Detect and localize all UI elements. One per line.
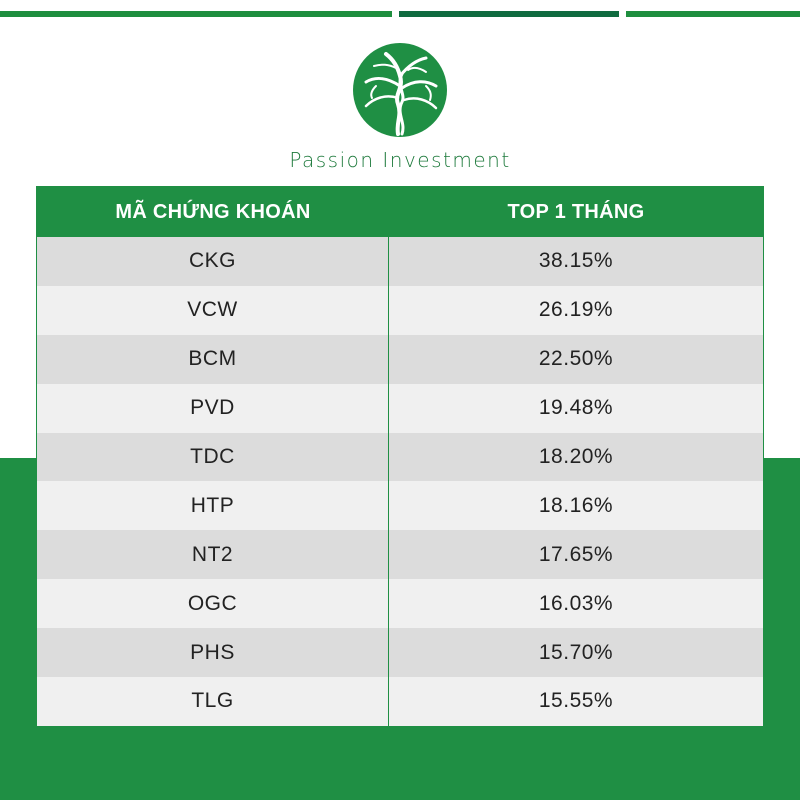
value-cell: 18.16% [538,493,614,517]
value-cell: 15.55% [538,689,614,713]
tree-circle-logo-icon [353,43,447,137]
header-top-1-month: TOP 1 THÁNG [507,200,645,223]
table-row: NT2 17.65% [37,530,763,580]
ticker-cell: BCM [37,334,389,384]
ticker-cell: PHS [37,628,389,678]
table-header: MÃ CHỨNG KHOÁN TOP 1 THÁNG [37,187,763,237]
stock-table: MÃ CHỨNG KHOÁN TOP 1 THÁNG CKG 38.15% VC… [36,186,764,726]
ticker-cell: HTP [37,481,389,531]
value-cell: 15.70% [538,640,614,664]
table-row: TLG 15.55% [37,677,763,726]
ticker-cell: OGC [37,579,389,629]
brand-name: Passion Investment [289,148,511,172]
value-cell: 38.15% [538,249,614,273]
value-cell: 26.19% [538,298,614,322]
table-row: PVD 19.48% [37,383,763,433]
top-accent-bar-left [0,11,392,17]
value-cell: 16.03% [538,591,614,615]
top-accent-bar-right [626,11,800,17]
table-row: VCW 26.19% [37,285,763,335]
table-row: BCM 22.50% [37,334,763,384]
ticker-cell: TLG [37,677,389,726]
value-cell: 22.50% [538,347,614,371]
table-row: TDC 18.20% [37,432,763,482]
table-row: OGC 16.03% [37,579,763,629]
ticker-cell: CKG [37,237,389,286]
table-row: HTP 18.16% [37,481,763,531]
ticker-cell: PVD [37,383,389,433]
table-row: PHS 15.70% [37,628,763,678]
header-ticker: MÃ CHỨNG KHOÁN [115,200,311,223]
ticker-cell: NT2 [37,530,389,580]
top-accent-bar-center [399,11,619,17]
table-row: CKG 38.15% [37,237,763,286]
ticker-cell: TDC [37,432,389,482]
ticker-cell: VCW [37,285,389,335]
value-cell: 19.48% [538,396,614,420]
value-cell: 18.20% [538,445,614,468]
value-cell: 17.65% [538,542,614,566]
